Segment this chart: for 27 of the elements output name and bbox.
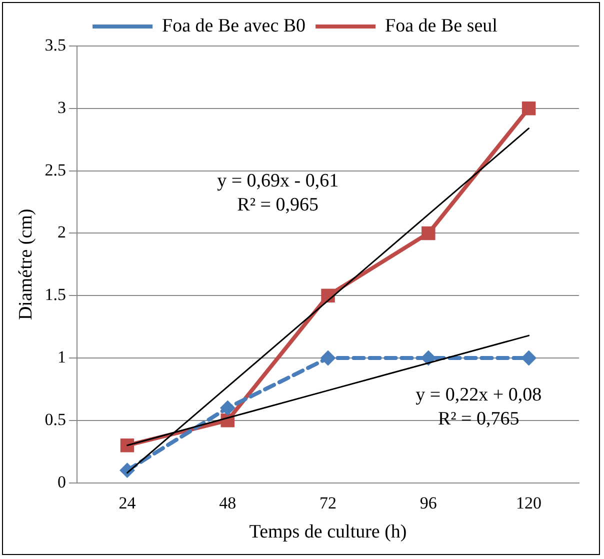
point <box>220 400 236 416</box>
y-tick-label: 1 <box>58 347 66 366</box>
x-tick-label: 120 <box>516 493 542 512</box>
x-tick-label: 72 <box>320 493 337 512</box>
point <box>521 350 536 366</box>
point <box>120 438 134 452</box>
x-tick-label: 96 <box>420 493 437 512</box>
y-tick-label: 0 <box>58 472 66 492</box>
annotation: y = 0,22x + 0,08 R² = 0,765 <box>416 384 542 430</box>
annotation: y = 0,69x - 0,61 R² = 0,965 <box>217 170 339 216</box>
point <box>422 226 436 240</box>
y-tick-label: 3 <box>58 98 66 117</box>
point <box>321 288 335 302</box>
point <box>522 102 536 116</box>
y-tick-label: 2.5 <box>44 160 66 180</box>
y-axis-title: Diamétre (cm) <box>15 208 36 320</box>
x-axis-title: Temps de culture (h) <box>249 522 407 543</box>
legend-label: Foa de Be avec B0 <box>162 15 306 36</box>
x-tick-label: 48 <box>219 493 236 512</box>
y-tick-label: 0.5 <box>44 410 66 429</box>
x-tick-label: 24 <box>118 493 136 512</box>
legend-label: Foa de Be seul <box>385 15 498 36</box>
y-tick-label: 1.5 <box>44 285 66 304</box>
point <box>320 350 336 366</box>
y-tick-label: 2 <box>58 222 66 242</box>
y-tick-label: 3.5 <box>44 35 66 54</box>
point <box>420 350 436 366</box>
